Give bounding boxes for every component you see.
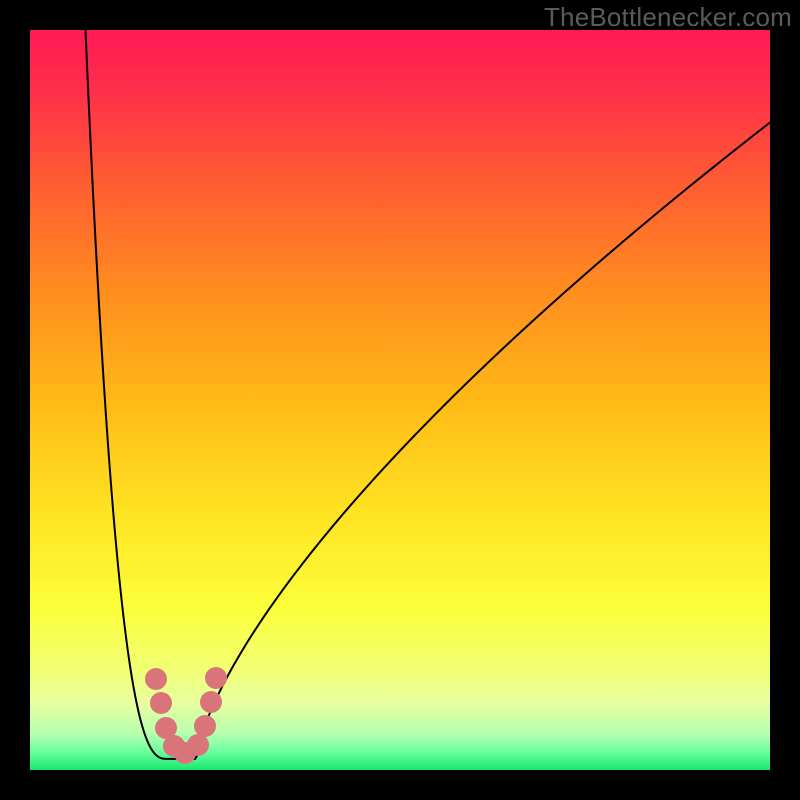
bottleneck-curve	[30, 30, 770, 770]
plot-area	[30, 30, 770, 770]
chart-root: TheBottlenecker.com	[0, 0, 800, 800]
curve-path	[86, 30, 771, 759]
data-marker	[187, 734, 209, 756]
data-marker	[145, 668, 167, 690]
data-marker	[194, 715, 216, 737]
watermark-label: TheBottlenecker.com	[544, 2, 792, 33]
